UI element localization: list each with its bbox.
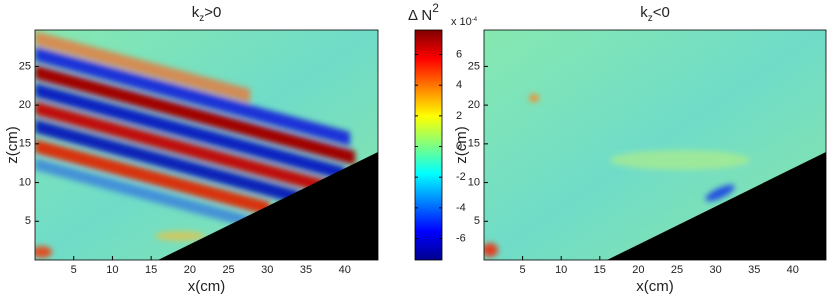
y-axis-label: z(cm)	[4, 126, 21, 164]
x-tick-label: 10	[106, 264, 118, 276]
title-part: <0	[653, 4, 670, 21]
y-tick-label: 15	[468, 138, 480, 150]
x-tick-label: 20	[632, 264, 644, 276]
colorbar-label-sup: 2	[432, 1, 439, 15]
colorbar-tick-label: -6	[456, 232, 466, 244]
x-tick-label: 40	[787, 264, 799, 276]
x-tick-label: 25	[222, 264, 234, 276]
colorbar-tick-label: 0	[456, 140, 462, 152]
x-tick-label: 15	[594, 264, 606, 276]
x-tick-label: 35	[748, 264, 760, 276]
y-tick-label: 10	[19, 176, 31, 188]
multiplier-text: x 10	[451, 16, 472, 28]
y-tick-label: 25	[468, 60, 480, 72]
field-left	[35, 30, 378, 260]
x-tick-label: 15	[145, 264, 157, 276]
y-tick-label: 5	[25, 215, 31, 227]
field-right	[484, 30, 826, 260]
y-tick-label: 5	[474, 215, 480, 227]
colorbar	[414, 29, 443, 261]
x-tick-label: 30	[261, 264, 273, 276]
colorbar-label-text: Δ N	[408, 7, 432, 24]
title-part: z	[199, 13, 204, 24]
x-axis-label: x(cm)	[188, 278, 226, 295]
y-tick-label: 20	[468, 99, 480, 111]
title-part: k	[192, 4, 200, 21]
x-tick-label: 5	[520, 264, 526, 276]
colorbar-tick-label: -2	[456, 171, 466, 183]
axes-frame	[483, 29, 827, 261]
title-part: k	[640, 4, 648, 21]
panel-title: kz>0	[192, 4, 222, 24]
x-tick-label: 40	[339, 264, 351, 276]
x-tick-label: 25	[671, 264, 683, 276]
x-tick-label: 35	[300, 264, 312, 276]
x-axis-label: x(cm)	[636, 278, 674, 295]
x-tick-label: 20	[184, 264, 196, 276]
panel-title: kz<0	[640, 4, 670, 24]
y-tick-label: 10	[468, 176, 480, 188]
y-axis-label: z(cm)	[453, 126, 470, 164]
title-part: >0	[204, 4, 221, 21]
colorbar-tick-label: 2	[456, 110, 462, 122]
multiplier-exp: -4	[472, 17, 478, 23]
x-tick-label: 30	[709, 264, 721, 276]
title-part: z	[648, 13, 653, 24]
y-tick-label: 15	[19, 138, 31, 150]
colorbar-multiplier: x 10-4	[451, 16, 478, 28]
colorbar-tick-label: 4	[456, 79, 462, 91]
colorbar-tick-label: -4	[456, 202, 466, 214]
colorbar-label: Δ N2	[408, 1, 439, 24]
x-tick-label: 10	[555, 264, 567, 276]
axes-frame	[34, 29, 379, 261]
y-tick-label: 20	[19, 99, 31, 111]
colorbar-tick-label: 6	[456, 48, 462, 60]
x-tick-label: 5	[71, 264, 77, 276]
y-tick-label: 25	[19, 60, 31, 72]
